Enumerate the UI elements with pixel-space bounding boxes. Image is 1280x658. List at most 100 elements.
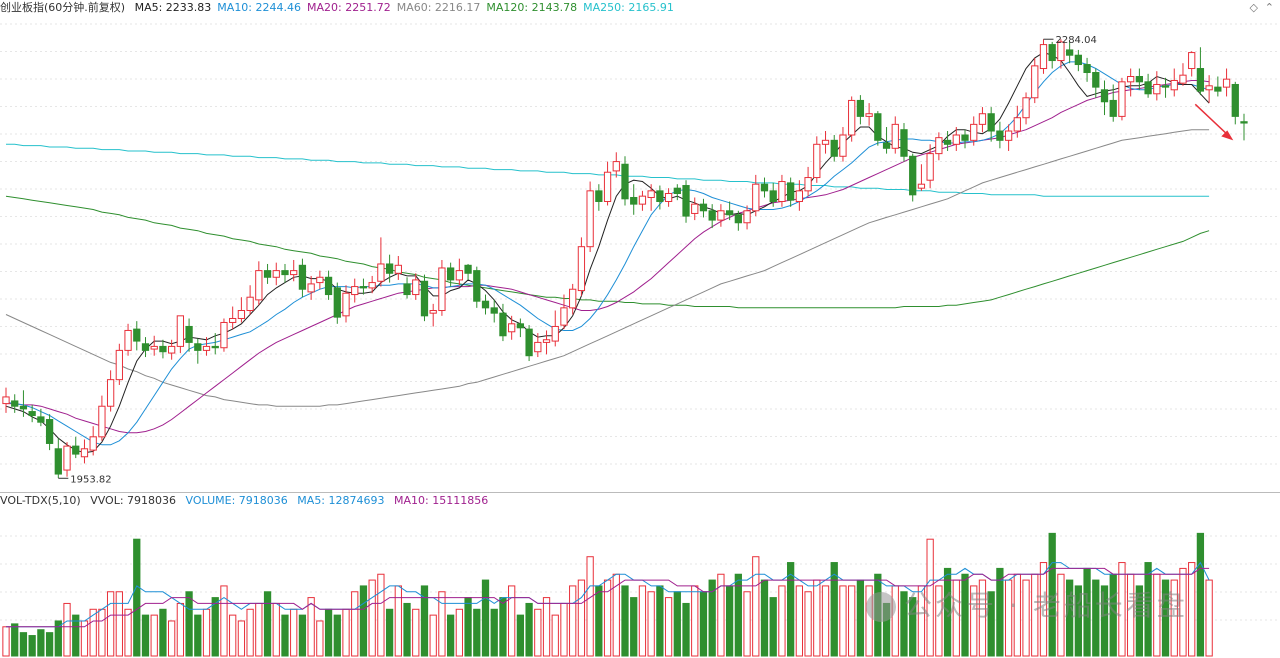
candle	[1083, 57, 1091, 82]
candle	[987, 107, 995, 142]
candle	[263, 263, 272, 284]
candle	[656, 185, 664, 210]
candle-body	[621, 163, 629, 200]
candle	[28, 404, 36, 423]
candle-body	[385, 263, 394, 274]
volume-bar	[943, 567, 952, 657]
volume-bar	[342, 608, 350, 657]
volume-bar	[1118, 562, 1126, 657]
candle	[1222, 68, 1231, 97]
volume-bar	[1039, 562, 1048, 657]
volume-bar	[298, 614, 307, 657]
candle-body	[708, 210, 716, 221]
volume-bar	[385, 608, 394, 657]
volume-bar	[525, 602, 533, 657]
price-chart[interactable]: 1953.82 2284.04	[0, 0, 1280, 492]
candle-body	[752, 183, 760, 212]
candle	[542, 330, 551, 355]
volume-bar	[37, 629, 45, 657]
candle-body	[1057, 41, 1065, 62]
volume-bar	[2, 626, 10, 657]
candle	[185, 318, 193, 352]
volume-bar	[281, 614, 289, 657]
volume-bar	[839, 585, 847, 657]
candle	[1161, 77, 1170, 98]
candle	[717, 204, 725, 227]
candle-body	[1083, 64, 1091, 74]
candle	[1135, 68, 1144, 90]
candle	[298, 258, 307, 298]
volume-bar	[1074, 585, 1082, 657]
volume-bar	[804, 591, 812, 657]
candle-body	[316, 276, 324, 284]
ma-line-ma10	[5, 61, 1210, 446]
candle-body	[778, 181, 786, 202]
volume-bar	[446, 614, 455, 657]
candle-body	[1031, 65, 1039, 99]
candle-body	[194, 343, 202, 351]
collapse-button[interactable]: ⌃	[1264, 1, 1274, 14]
candle-body	[394, 264, 402, 274]
wechat-icon	[866, 592, 896, 622]
candle-body	[534, 341, 542, 353]
candle	[1205, 75, 1213, 104]
candle	[813, 136, 821, 183]
candle-body	[769, 190, 777, 202]
volume-bar	[1144, 562, 1152, 657]
candle-body	[813, 143, 821, 179]
volume-bar	[1135, 585, 1144, 657]
volume-bar	[159, 608, 167, 657]
volume-bar	[194, 614, 202, 657]
candle	[795, 180, 804, 211]
candle-body	[1144, 81, 1152, 95]
candle-body	[1118, 81, 1126, 117]
candle-body	[586, 190, 594, 248]
candle-body	[1109, 99, 1117, 117]
candle	[621, 156, 629, 206]
volume-bar	[359, 585, 368, 657]
volume-bar	[595, 585, 603, 657]
volume-chart[interactable]	[0, 508, 1280, 658]
candle-body	[150, 345, 158, 350]
candle-body	[987, 113, 995, 132]
candle-body	[647, 190, 655, 198]
candle	[821, 131, 830, 154]
volume-bar	[211, 597, 219, 657]
volume-bar	[621, 585, 629, 657]
candle	[342, 285, 350, 323]
volume-bar	[795, 585, 804, 657]
candle	[499, 303, 507, 342]
candle-body	[1196, 68, 1205, 92]
candle-body	[255, 270, 263, 301]
candle	[1127, 68, 1135, 97]
candle-body	[246, 296, 254, 312]
candle-body	[1188, 52, 1196, 70]
volume-bar	[708, 579, 716, 657]
volume-bar	[560, 602, 568, 657]
candle	[11, 394, 19, 413]
volume-bar	[717, 573, 725, 657]
candle	[787, 177, 795, 207]
volume-bar	[638, 585, 647, 657]
settings-diamond-icon[interactable]: ◇	[1249, 1, 1258, 14]
volume-bar	[935, 585, 943, 657]
volume-bar	[909, 597, 917, 657]
candle-body	[961, 134, 969, 141]
candle	[351, 278, 359, 303]
ma-label-0: MA5: 2233.83	[134, 1, 212, 14]
volume-bar	[141, 614, 150, 657]
arrow-line	[1194, 103, 1230, 137]
volume-bar	[813, 579, 821, 657]
candle-body	[446, 267, 455, 281]
candle	[595, 184, 603, 211]
candle-body	[996, 130, 1004, 141]
candle	[490, 299, 498, 323]
candle	[255, 261, 263, 306]
candle-body	[1127, 76, 1135, 83]
volume-bar	[98, 608, 106, 657]
candle	[952, 127, 960, 151]
volume-bar	[743, 591, 751, 657]
volume-bar	[856, 579, 865, 657]
candle	[220, 318, 228, 352]
low-price-label: 1953.82	[70, 474, 111, 485]
